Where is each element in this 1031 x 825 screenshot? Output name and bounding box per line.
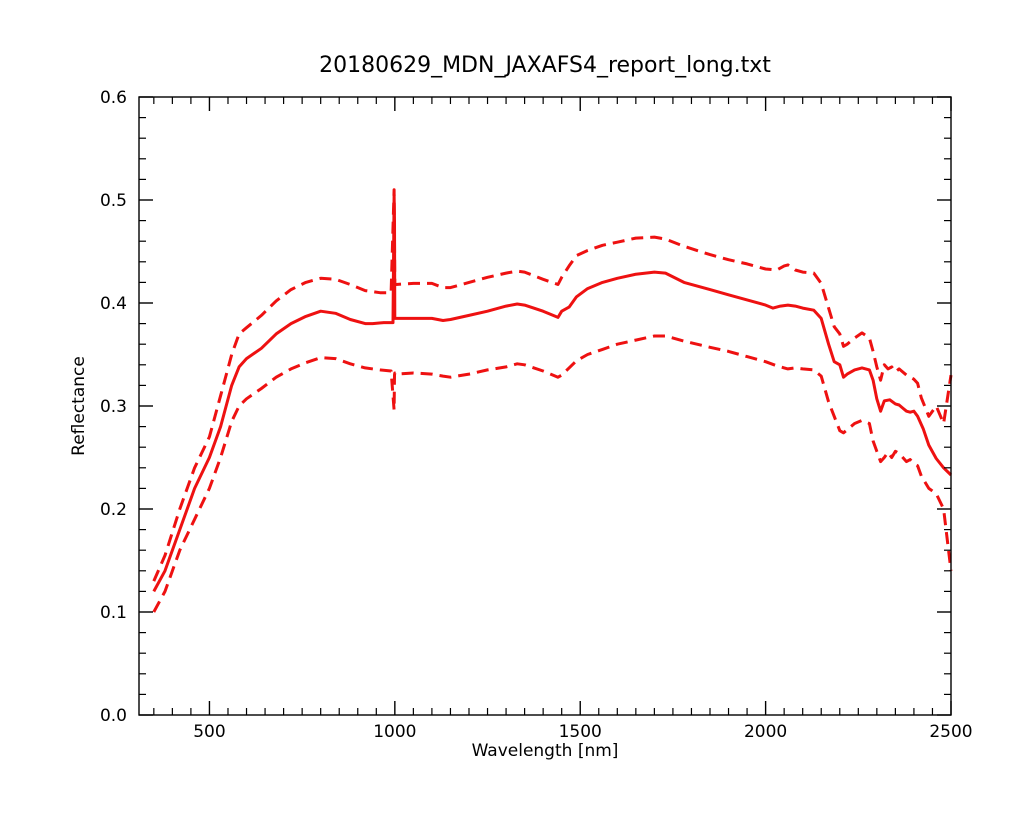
series-line-2-dashed bbox=[152, 188, 953, 582]
x-tick-label: 2500 bbox=[929, 722, 972, 742]
y-tick-label: 0.3 bbox=[100, 397, 127, 417]
x-tick-label: 1000 bbox=[373, 722, 416, 742]
y-tick-label: 0.2 bbox=[100, 500, 127, 520]
y-axis-label: Reflectance bbox=[69, 356, 89, 456]
x-tick-label: 2000 bbox=[744, 722, 787, 742]
series-line-1-solid bbox=[152, 193, 953, 593]
x-tick-label: 500 bbox=[193, 722, 225, 742]
chart-title: 20180629_MDN_JAXAFS4_report_long.txt bbox=[319, 53, 771, 78]
x-axis-label: Wavelength [nm] bbox=[472, 741, 619, 761]
y-tick-label: 0.6 bbox=[100, 88, 127, 108]
plot-frame bbox=[138, 96, 952, 716]
x-tick-label: 1500 bbox=[559, 722, 602, 742]
ticks-layer: 500 1000 1500 2000 2500 0.0 0.1 0.2 0.3 0.4 0.5 0.6 bbox=[100, 88, 973, 742]
y-tick-label: 0.4 bbox=[100, 294, 127, 314]
y-tick-label: 0.5 bbox=[100, 191, 127, 211]
series-layer bbox=[152, 188, 953, 613]
y-tick-label: 0.1 bbox=[100, 603, 127, 623]
series-line-3-dashed bbox=[152, 334, 953, 613]
y-tick-label: 0.0 bbox=[100, 706, 127, 726]
